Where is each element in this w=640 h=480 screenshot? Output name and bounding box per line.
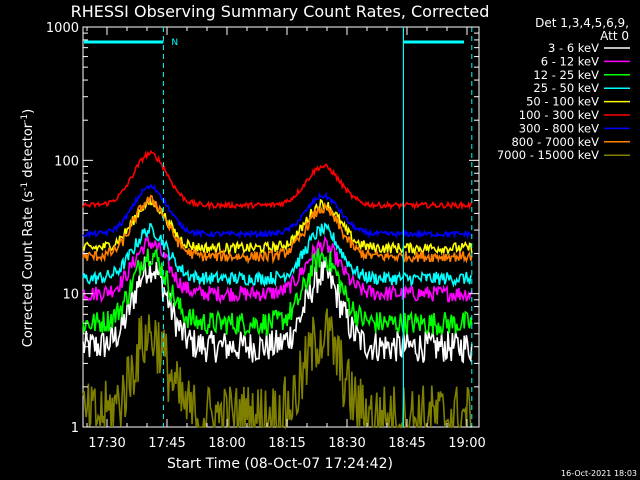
legend-label: 7000 - 15000 keV — [497, 148, 599, 162]
vertical-markers: N — [84, 27, 473, 427]
legend-header-1: Det 1,3,4,5,6,9, — [535, 16, 629, 30]
series-line-4 — [82, 222, 473, 288]
legend-label: 800 - 7000 keV — [511, 135, 599, 149]
legend-label: 300 - 800 keV — [519, 121, 599, 135]
series-line-7 — [82, 183, 473, 240]
footer-timestamp: 16-Oct-2021 18:03 — [561, 469, 637, 478]
axis-ticks: 17:30 17:45 18:00 18:15 18:30 18:45 19:00 1 10 10… — [46, 21, 486, 451]
series-line-8 — [82, 194, 473, 265]
legend-label: 25 - 50 keV — [533, 81, 599, 95]
legend-label: 50 - 100 keV — [526, 95, 599, 109]
x-tick-label: 17:30 — [88, 436, 125, 451]
x-tick-label: 18:30 — [328, 436, 365, 451]
y-tick-label: 100 — [54, 154, 79, 169]
x-tick-label: 18:00 — [208, 436, 245, 451]
y-label-main: Corrected Count Rate (s — [21, 191, 36, 348]
y-axis-label: Corrected Count Rate (s-1 detector-1) — [20, 109, 36, 347]
series-line-6 — [82, 149, 473, 211]
y-label-sup1: -1 — [20, 182, 30, 191]
legend-label: 12 - 25 keV — [533, 68, 599, 82]
y-label-mid: detector — [21, 122, 36, 182]
x-axis-label: Start Time (08-Oct-07 17:24:42) — [167, 456, 393, 472]
x-tick-label: 18:15 — [268, 436, 305, 451]
legend-label: 6 - 12 keV — [541, 54, 599, 68]
plot-border — [82, 26, 480, 428]
attenuator-flag: N — [171, 38, 178, 48]
y-label-sup2: -1 — [20, 114, 30, 123]
x-tick-label: 17:45 — [148, 436, 185, 451]
legend-label: 100 - 300 keV — [519, 108, 599, 122]
legend-label: 3 - 6 keV — [548, 41, 599, 55]
legend-header-2: Att 0 — [600, 29, 629, 43]
y-tick-label: 1000 — [46, 21, 79, 36]
series-line-3 — [82, 247, 473, 338]
x-tick-label: 19:00 — [448, 436, 485, 451]
series-lines — [82, 149, 473, 430]
plot-frame — [82, 26, 480, 428]
chart-title: RHESSI Observing Summary Count Rates, Co… — [71, 2, 490, 21]
y-tick-label: 1 — [71, 421, 79, 436]
series-line-2 — [82, 234, 473, 305]
y-tick-label: 10 — [62, 288, 79, 303]
y-label-end: ) — [21, 109, 36, 114]
x-tick-label: 18:45 — [388, 436, 425, 451]
